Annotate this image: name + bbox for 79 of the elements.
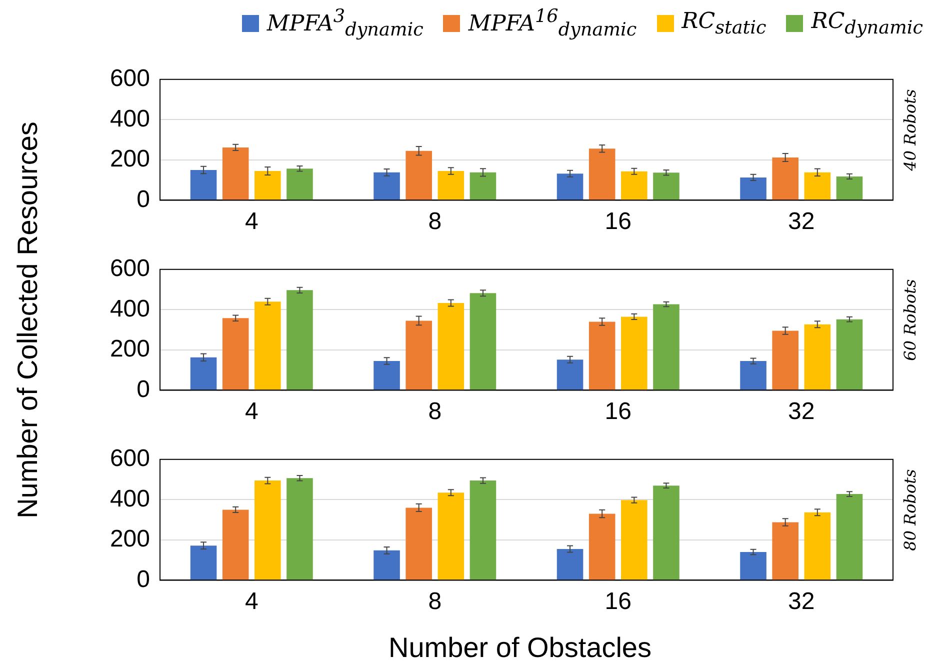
y2-axis-title: 40 Robots xyxy=(900,89,920,171)
bar xyxy=(438,303,464,390)
bar xyxy=(556,548,584,580)
y-tick-label: 400 xyxy=(110,295,150,322)
y-tick-label: 400 xyxy=(110,105,150,132)
x-tick-label: 16 xyxy=(604,398,632,426)
x-tick-label: 32 xyxy=(788,208,815,236)
y2-axis-title: 80 Robots xyxy=(900,469,920,551)
bar xyxy=(772,158,798,200)
bar xyxy=(406,320,432,390)
bar xyxy=(470,172,496,200)
bar xyxy=(438,171,464,200)
bar xyxy=(190,546,217,580)
bar xyxy=(556,174,584,200)
bar xyxy=(190,357,217,390)
y-tick-label: 600 xyxy=(110,445,150,472)
x-tick-label: 8 xyxy=(428,588,442,616)
y-tick-label: 0 xyxy=(136,186,150,213)
bar xyxy=(374,172,400,200)
y-tick-label: 0 xyxy=(136,376,150,403)
bar xyxy=(653,304,680,390)
bar xyxy=(836,494,863,580)
bar xyxy=(254,171,281,200)
bar xyxy=(254,480,281,580)
bar xyxy=(804,324,831,390)
bar xyxy=(653,486,680,580)
bar xyxy=(222,318,249,390)
bar xyxy=(772,522,798,580)
bar xyxy=(836,176,863,200)
bar xyxy=(374,550,400,580)
y-tick-label: 200 xyxy=(110,146,150,173)
x-tick-label: 4 xyxy=(244,398,258,426)
x-tick-label: 4 xyxy=(244,208,258,236)
bar xyxy=(653,172,680,200)
bar xyxy=(470,480,496,580)
x-tick-label: 8 xyxy=(428,398,442,426)
bar xyxy=(740,552,766,580)
bar xyxy=(804,172,831,200)
bar xyxy=(406,508,432,580)
x-tick-label: 16 xyxy=(604,588,632,616)
bar xyxy=(406,150,432,200)
bar xyxy=(470,293,496,390)
y-tick-label: 200 xyxy=(110,336,150,363)
bar xyxy=(286,478,313,580)
y-tick-label: 600 xyxy=(110,255,150,282)
bar xyxy=(254,302,281,390)
bar xyxy=(740,177,766,200)
bar xyxy=(804,512,831,580)
legend-label: RC$_{dynamic}$ xyxy=(811,8,923,38)
bar xyxy=(374,361,400,390)
x-tick-label: 16 xyxy=(604,208,632,236)
y-tick-label: 400 xyxy=(110,485,150,512)
legend-label: RC$_{static}$ xyxy=(682,8,766,38)
x-tick-label: 8 xyxy=(428,208,442,236)
bar xyxy=(588,148,616,200)
bar xyxy=(740,361,766,390)
bar xyxy=(286,290,313,390)
bar xyxy=(621,500,648,580)
bar xyxy=(772,330,798,390)
bar xyxy=(222,147,249,200)
bar xyxy=(836,319,863,390)
y-axis-title: Number of Collected Resources xyxy=(12,122,44,518)
bar xyxy=(621,316,648,390)
bar xyxy=(588,322,616,390)
y-tick-label: 600 xyxy=(110,65,150,92)
bar xyxy=(556,360,584,390)
x-axis-title: Number of Obstacles xyxy=(388,632,652,664)
bar xyxy=(438,492,464,580)
y-tick-label: 0 xyxy=(136,566,150,593)
bar xyxy=(286,168,313,200)
bar xyxy=(222,510,249,580)
x-tick-label: 32 xyxy=(788,588,815,616)
bar xyxy=(190,170,217,200)
x-tick-label: 32 xyxy=(788,398,815,426)
y2-axis-title: 60 Robots xyxy=(900,279,920,361)
y-tick-label: 200 xyxy=(110,526,150,553)
bar xyxy=(588,514,616,580)
bar xyxy=(621,171,648,200)
x-tick-label: 4 xyxy=(244,588,258,616)
